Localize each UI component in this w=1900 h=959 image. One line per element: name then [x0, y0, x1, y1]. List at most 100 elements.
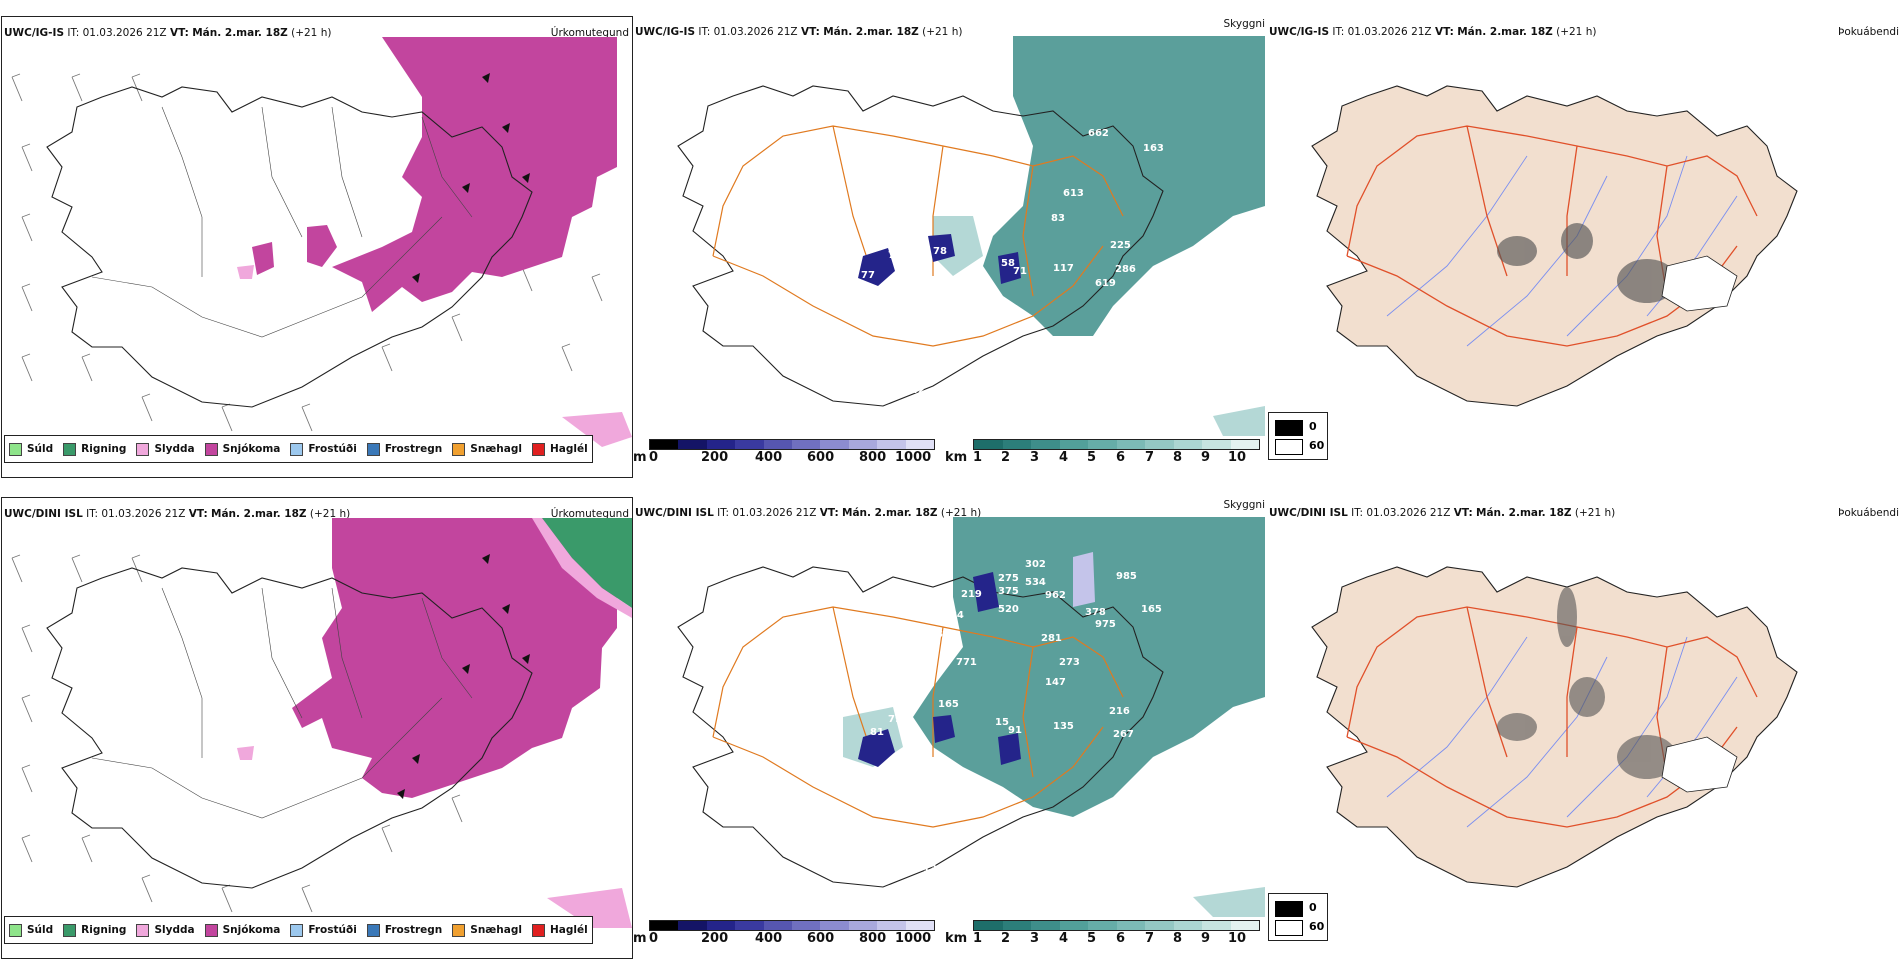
- cloudbase-colorbar: m 0 200 400 600 800 1000: [633, 917, 943, 957]
- low-cloud-area: [858, 234, 1021, 286]
- precip-type-panel-bottom: UWC/DINI ISL IT: 01.03.2026 21Z VT: Mán.…: [1, 497, 633, 959]
- wind-barbs: [11, 554, 463, 913]
- panel-title: UWC/DINI ISL IT: 01.03.2026 21Z VT: Mán.…: [1269, 507, 1616, 519]
- cbar-tick: 600: [807, 450, 835, 465]
- value-label: 520: [998, 604, 1019, 615]
- cbar-tick: 200: [701, 450, 729, 465]
- cbar-unit: km: [945, 450, 968, 465]
- roads: [1346, 125, 1758, 347]
- legend-item-sudl: Súld: [9, 442, 53, 456]
- value-label: 975: [1095, 619, 1116, 630]
- value-label: 281: [1041, 633, 1062, 644]
- value-label: 89: [936, 629, 950, 640]
- legend-swatch: [204, 442, 218, 456]
- cbar-tick: 8: [1173, 931, 1183, 946]
- panel-name: Skyggni: [1223, 499, 1266, 511]
- cbar-tick: 7: [1145, 450, 1155, 465]
- value-labels: 662 163 613 83 58 78 77 77 71 117 225 28…: [861, 128, 1164, 396]
- legend-item-snaehagl: Snæhagl: [452, 923, 522, 937]
- panel-title: UWC/IG-IS IT: 01.03.2026 21Z VT: Mán. 2.…: [635, 26, 963, 38]
- fog-legend-bottom: 0 60: [1268, 893, 1328, 941]
- fog-map: [1311, 566, 1798, 888]
- cbar-tick: 8: [1173, 450, 1183, 465]
- iceland-outline: [46, 567, 533, 889]
- cloudbase-colorbar: m 0 200 400 600 800 1000: [633, 436, 943, 476]
- legend-item-frostudi: Frostúði: [290, 442, 357, 456]
- visibility-map: 662 163 613 83 58 78 77 77 71 117 225 28…: [677, 36, 1265, 436]
- value-label: 225: [1110, 240, 1131, 251]
- fog-panel-bottom: UWC/DINI ISL IT: 01.03.2026 21Z VT: Mán.…: [1267, 497, 1899, 959]
- value-label: 147: [1045, 677, 1066, 688]
- legend-swatch: [531, 442, 545, 456]
- cbar-tick: 6: [1116, 931, 1126, 946]
- panel-title: UWC/DINI ISL IT: 01.03.2026 21Z VT: Mán.…: [635, 507, 982, 519]
- panel-name: Úrkomutegund: [550, 27, 629, 39]
- cbar-tick: 5: [1087, 450, 1097, 465]
- cbar-tick: 6: [1116, 450, 1126, 465]
- cbar-tick: 1000: [895, 450, 932, 465]
- cbar-tick: 2: [1001, 931, 1011, 946]
- wind-barbs: [11, 73, 603, 432]
- legend-swatch: [63, 923, 77, 937]
- value-label: 83: [1051, 213, 1065, 224]
- cbar-tick: 600: [807, 931, 835, 946]
- roads: [712, 125, 1124, 347]
- value-label: 771: [956, 657, 977, 668]
- legend-swatch: [63, 442, 77, 456]
- cbar-tick: 10: [1228, 450, 1247, 465]
- precip-map: [11, 37, 632, 447]
- fog-legend-dark-swatch: [1275, 420, 1303, 436]
- cbar-tick: 0: [649, 450, 659, 465]
- legend-swatch: [9, 442, 22, 456]
- panel-name: Þokuábendi: [1838, 26, 1899, 38]
- legend-item-haglel: Haglél: [531, 923, 588, 937]
- value-label: 78: [933, 246, 947, 257]
- cbar-tick: 1000: [895, 931, 932, 946]
- value-label: 302: [1025, 559, 1046, 570]
- legend-item-rigning: Rigning: [63, 923, 126, 937]
- rivers: [1386, 636, 1738, 828]
- iceland-outline: [677, 85, 1164, 407]
- legend-swatch: [452, 923, 466, 937]
- cbar-tick: 9: [1201, 450, 1211, 465]
- fog-panel-top: UWC/IG-IS IT: 01.03.2026 21Z VT: Mán. 2.…: [1267, 16, 1899, 478]
- legend-item-snjokoma: Snjókoma: [204, 442, 280, 456]
- value-label: 165: [1141, 604, 1162, 615]
- value-label: 135: [1053, 721, 1074, 732]
- precip-map: [11, 518, 632, 928]
- value-label: 985: [1116, 571, 1137, 582]
- precip-legend: Súld Rigning Slydda Snjókoma Frostúði Fr…: [4, 435, 593, 463]
- visibility-panel-bottom: UWC/DINI ISL IT: 01.03.2026 21Z VT: Mán.…: [633, 497, 1265, 959]
- legend-swatch: [136, 923, 150, 937]
- fog-legend-light-swatch: [1275, 439, 1303, 455]
- rain-area: [542, 518, 632, 608]
- legend-swatch: [366, 923, 380, 937]
- fog-legend-top: 0 60: [1268, 412, 1328, 460]
- snow-area: [332, 37, 617, 312]
- legend-swatch: [290, 923, 304, 937]
- low-visibility-light: [843, 707, 1265, 917]
- cbar-tick: 4: [1059, 450, 1069, 465]
- value-label: 267: [1113, 729, 1134, 740]
- value-label: 77: [861, 270, 875, 281]
- cbar-tick: 1: [973, 450, 983, 465]
- snow-area: [292, 518, 617, 798]
- value-label: 71: [1013, 266, 1027, 277]
- cbar-tick: 10: [1228, 931, 1247, 946]
- legend-item-slydda: Slydda: [136, 923, 195, 937]
- panel-name: Skyggni: [1223, 18, 1266, 30]
- iceland-outline: [677, 566, 1164, 888]
- value-label: 273: [1059, 657, 1080, 668]
- legend-item-sudl: Súld: [9, 923, 53, 937]
- iceland-land: [1311, 566, 1798, 888]
- low-visibility-light: [933, 216, 1265, 436]
- legend-item-frostudi: Frostúði: [290, 923, 357, 937]
- fog-legend-light-swatch: [1275, 920, 1303, 936]
- glacier-white: [1661, 736, 1738, 793]
- legend-item-frostregn: Frostregn: [366, 442, 442, 456]
- fog-map: [1311, 85, 1798, 407]
- cbar-tick: 4: [1059, 931, 1069, 946]
- cbar-tick: 3: [1030, 450, 1040, 465]
- cbar-tick: 800: [859, 931, 887, 946]
- cbar-tick: 1: [973, 931, 983, 946]
